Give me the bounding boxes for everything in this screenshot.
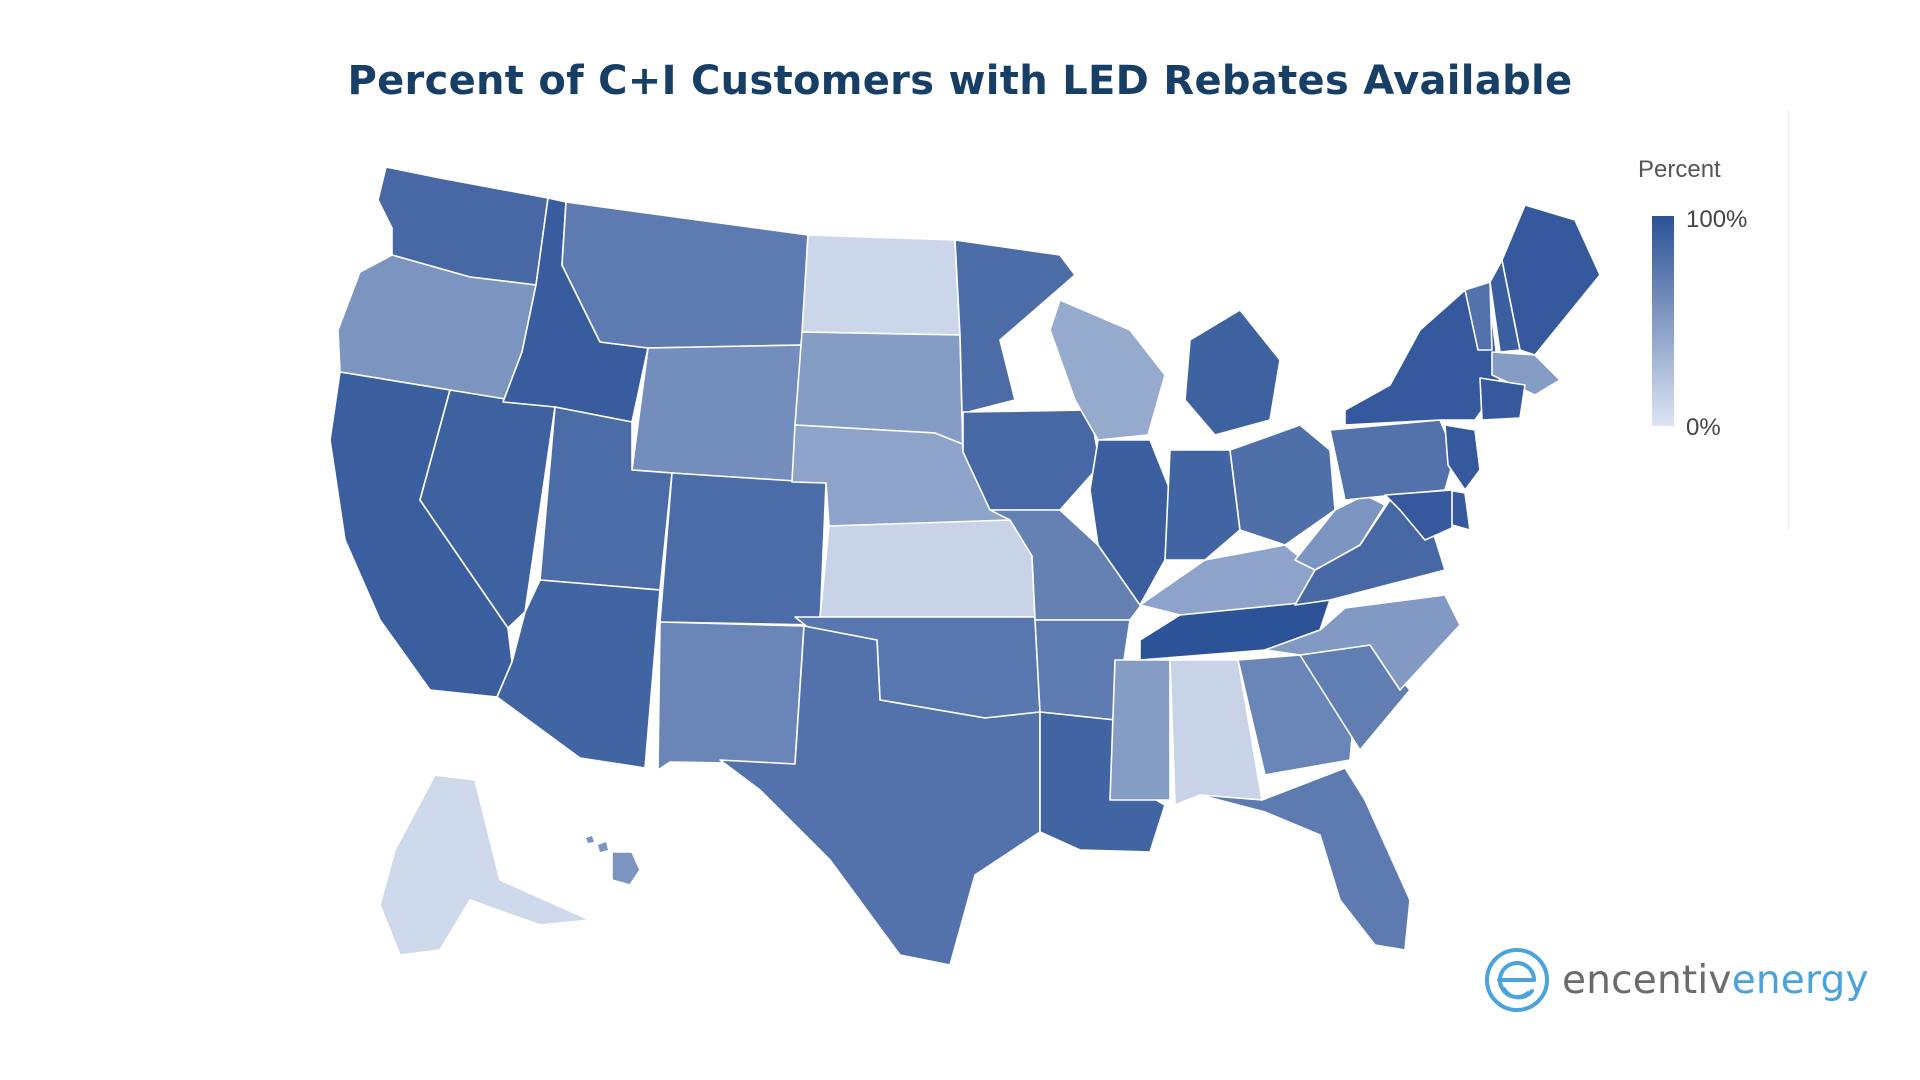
state-in (1164, 449, 1241, 561)
state-ma (1491, 351, 1561, 396)
state-hi-island (598, 842, 608, 852)
logo-text-part2: energy (1731, 957, 1869, 1003)
state-az (496, 579, 661, 769)
state-mi (1184, 309, 1281, 436)
state-mt (561, 201, 809, 349)
map-title: Percent of C+I Customers with LED Rebate… (347, 58, 1573, 104)
state-ia (962, 409, 1101, 511)
state-nc (1264, 594, 1461, 691)
state-wi (1049, 299, 1166, 441)
state-co (659, 472, 827, 626)
state-nd (801, 234, 961, 336)
state-hi (611, 851, 641, 886)
state-pa (1329, 419, 1456, 501)
state-fl (1199, 767, 1411, 951)
state-wy (631, 344, 803, 483)
state-oh (1229, 424, 1336, 546)
state-md (1384, 489, 1453, 541)
state-ak (379, 774, 591, 956)
state-vt (1464, 281, 1493, 351)
state-ks (819, 519, 1036, 618)
state-nm (657, 621, 805, 771)
legend-panel (1638, 110, 1789, 530)
state-mn (954, 239, 1076, 453)
legend-title: Percent (1638, 156, 1721, 183)
state-nj (1444, 424, 1481, 491)
state-ms (1109, 659, 1171, 801)
state-me (1501, 204, 1601, 356)
logo-wordmark: encentivenergy (1562, 958, 1869, 1003)
state-tx (719, 625, 1041, 966)
legend-max-label: 100% (1686, 206, 1748, 233)
state-hi-island (586, 836, 594, 843)
legend-min-label: 0% (1686, 414, 1721, 441)
state-ct (1479, 377, 1526, 421)
logo-text-part1: encentiv (1562, 957, 1732, 1003)
state-il (1089, 439, 1171, 606)
state-ny (1344, 289, 1501, 426)
encentiv-e-logo-icon (1485, 948, 1549, 1012)
legend-color-scale (1652, 216, 1674, 426)
encentiv-energy-logo: encentivenergy (1482, 945, 1869, 1015)
